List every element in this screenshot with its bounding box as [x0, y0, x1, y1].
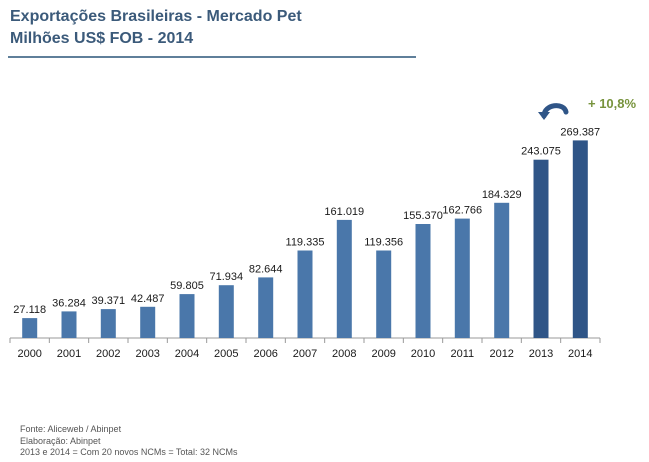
x-tick-label-2000: 2000: [17, 348, 41, 360]
bar-2008: [336, 219, 352, 338]
data-label-2000: 27.118: [13, 304, 46, 316]
data-label-2007: 119.335: [286, 237, 325, 249]
bar-2013: [533, 159, 549, 338]
data-label-2004: 59.805: [170, 280, 204, 292]
bar-2007: [297, 250, 313, 338]
x-tick-label-2007: 2007: [293, 348, 317, 360]
bar-chart: 27.118 2000 36.284 2001 39.371 2002 42.487 2003…: [9, 126, 601, 360]
title-underline: [8, 56, 416, 58]
x-tick-label-2003: 2003: [135, 348, 159, 360]
x-tick-label-2008: 2008: [332, 348, 356, 360]
x-tick-label-2005: 2005: [214, 348, 238, 360]
data-label-2013: 243.075: [521, 146, 561, 158]
x-tick-label-2010: 2010: [411, 348, 435, 360]
data-label-2002: 39.371: [91, 295, 125, 307]
chart-subtitle: Milhões US$ FOB - 2014: [10, 30, 194, 47]
bar-2010: [415, 224, 431, 338]
chart-title-block: Exportações Brasileiras - Mercado Pet Mi…: [10, 6, 302, 50]
x-tick-label-2001: 2001: [57, 348, 81, 360]
x-tick-label-2011: 2011: [450, 348, 474, 360]
elaboration-note: Elaboração: Abinpet: [20, 435, 101, 446]
x-tick-label-2006: 2006: [253, 348, 277, 360]
data-label-2014: 269.387: [560, 126, 600, 138]
x-tick-label-2013: 2013: [529, 348, 553, 360]
bar-2012: [494, 202, 510, 338]
x-tick-label-2002: 2002: [96, 348, 120, 360]
bar-2000: [22, 318, 38, 338]
bar-2001: [61, 311, 77, 338]
x-tick-label-2014: 2014: [568, 348, 592, 360]
data-label-2001: 36.284: [52, 297, 86, 309]
bar-2005: [218, 285, 234, 338]
bar-2004: [179, 294, 195, 338]
bar-2014: [572, 140, 588, 338]
data-label-2011: 162.766: [442, 205, 482, 217]
bar-2006: [258, 277, 274, 338]
bar-2002: [100, 309, 116, 338]
data-label-2012: 184.329: [482, 189, 522, 201]
x-tick-label-2009: 2009: [371, 348, 395, 360]
chart-title: Exportações Brasileiras - Mercado Pet: [10, 8, 302, 25]
footnotes: Fonte: Aliceweb / Abinpet Elaboração: Ab…: [20, 424, 237, 459]
bar-2009: [376, 250, 392, 338]
data-label-2005: 71.934: [209, 271, 243, 283]
source-note: Fonte: Aliceweb / Abinpet: [20, 424, 122, 434]
ncm-note: 2013 e 2014 = Com 20 novos NCMs = Total:…: [20, 447, 238, 457]
data-label-2006: 82.644: [249, 263, 283, 275]
data-label-2008: 161.019: [324, 206, 364, 218]
bar-2003: [140, 306, 156, 338]
curved-arrow-icon: [538, 103, 569, 120]
bar-2011: [454, 218, 470, 338]
data-label-2003: 42.487: [131, 293, 165, 305]
x-tick-label-2012: 2012: [489, 348, 513, 360]
growth-label: + 10,8%: [588, 96, 637, 111]
data-label-2010: 155.370: [403, 210, 443, 222]
data-label-2009: 119.356: [364, 237, 403, 249]
x-tick-label-2004: 2004: [175, 348, 199, 360]
